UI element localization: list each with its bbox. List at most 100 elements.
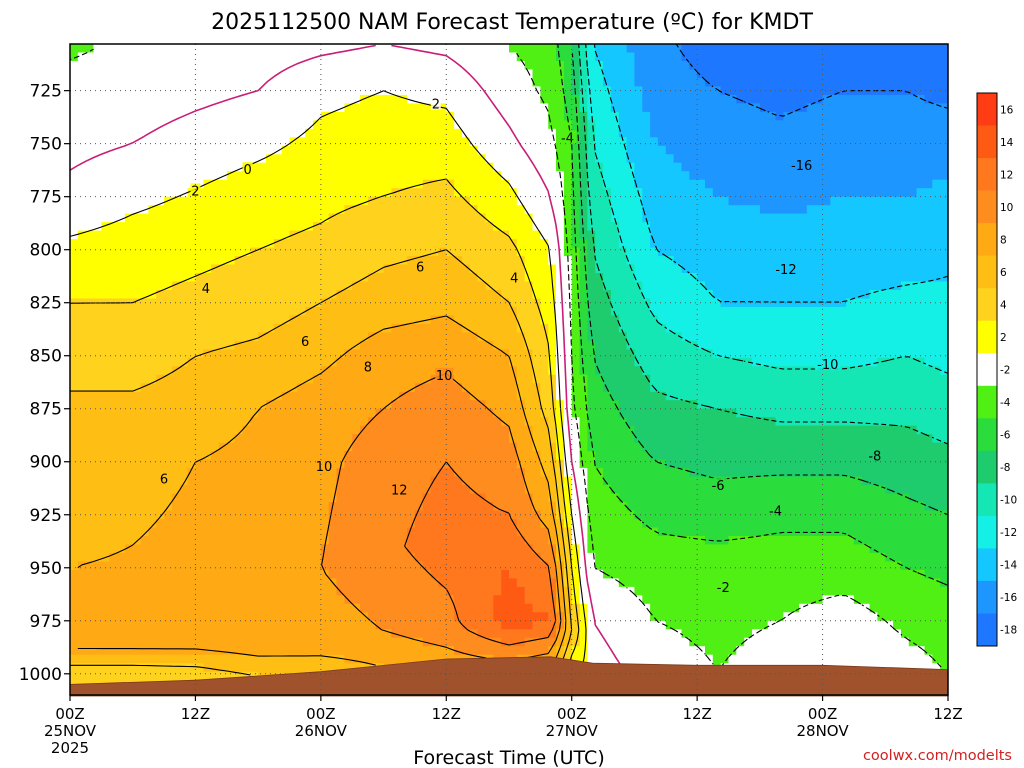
field-cell [375, 629, 385, 639]
field-cell [313, 400, 322, 410]
field-cell [540, 637, 549, 647]
field-cell [179, 366, 189, 376]
field-cell [77, 281, 87, 291]
field-cell [469, 561, 479, 571]
field-cell [367, 230, 377, 240]
field-cell [234, 315, 243, 325]
field-cell [305, 408, 314, 418]
field-cell [289, 468, 298, 478]
field-cell [85, 485, 95, 495]
field-cell [352, 374, 361, 384]
field-cell [407, 425, 416, 435]
field-cell [563, 519, 573, 529]
field-cell [85, 69, 95, 79]
field-cell [540, 552, 549, 562]
field-cell [109, 408, 118, 418]
field-cell [313, 374, 322, 384]
field-cell [501, 239, 510, 249]
field-cell [446, 154, 455, 164]
field-cell [156, 239, 165, 249]
field-cell [266, 188, 275, 198]
field-cell [187, 374, 196, 384]
field-cell [140, 629, 149, 639]
field-cell [469, 459, 479, 469]
field-cell [195, 154, 204, 164]
field-cell [211, 654, 220, 664]
field-cell [218, 527, 228, 537]
field-cell [289, 120, 298, 130]
field-cell [469, 61, 479, 71]
field-cell [313, 468, 322, 478]
field-cell [344, 552, 353, 562]
field-cell [218, 646, 228, 656]
field-cell [391, 374, 400, 384]
field-cell [438, 459, 447, 469]
field-cell [266, 459, 275, 469]
field-cell [422, 162, 432, 172]
field-cell [352, 476, 361, 486]
field-cell [117, 162, 126, 172]
field-cell [187, 595, 196, 605]
field-cell [469, 52, 479, 62]
field-cell [430, 306, 439, 316]
field-cell [399, 52, 408, 62]
field-cell [313, 663, 322, 673]
field-cell [211, 120, 220, 130]
field-cell [187, 442, 196, 452]
field-cell [320, 162, 330, 172]
field-cell [203, 77, 212, 87]
field-cell [556, 332, 565, 342]
field-cell [211, 544, 220, 554]
field-cell [430, 476, 439, 486]
field-cell [187, 281, 196, 291]
field-cell [571, 273, 581, 283]
field-cell [524, 527, 534, 537]
field-cell [258, 603, 267, 613]
field-cell [132, 61, 142, 71]
field-cell [571, 52, 581, 62]
field-cell [430, 77, 439, 87]
field-cell [109, 569, 118, 579]
field-cell [281, 111, 291, 121]
field-cell [493, 239, 502, 249]
field-cell [77, 485, 87, 495]
field-cell [383, 552, 392, 562]
field-cell [360, 595, 369, 605]
field-cell [524, 620, 534, 630]
field-cell [414, 323, 424, 333]
field-cell [328, 357, 338, 367]
field-cell [563, 239, 573, 249]
field-cell [266, 646, 275, 656]
field-cell [320, 493, 330, 503]
field-cell [77, 315, 87, 325]
field-cell [462, 502, 471, 512]
field-cell [148, 493, 157, 503]
field-cell [203, 586, 212, 596]
field-cell [218, 502, 228, 512]
field-cell [132, 671, 142, 681]
field-cell [399, 366, 408, 376]
field-cell [101, 493, 110, 503]
field-cell [203, 103, 212, 113]
field-cell [399, 264, 408, 274]
field-cell [422, 578, 432, 588]
field-cell [524, 442, 534, 452]
field-cell [556, 544, 565, 554]
field-cell [532, 502, 541, 512]
field-cell [164, 61, 173, 71]
field-cell [485, 536, 494, 546]
field-cell [352, 128, 361, 138]
field-cell [399, 77, 408, 87]
field-cell [171, 646, 181, 656]
field-cell [438, 578, 447, 588]
field-cell [360, 86, 369, 96]
field-cell [540, 222, 549, 232]
field-cell [305, 536, 314, 546]
field-cell [509, 603, 518, 613]
field-cell [109, 629, 118, 639]
field-cell [187, 196, 196, 206]
field-cell [414, 44, 424, 54]
field-cell [540, 205, 549, 215]
field-cell [391, 569, 400, 579]
field-cell [77, 417, 87, 427]
